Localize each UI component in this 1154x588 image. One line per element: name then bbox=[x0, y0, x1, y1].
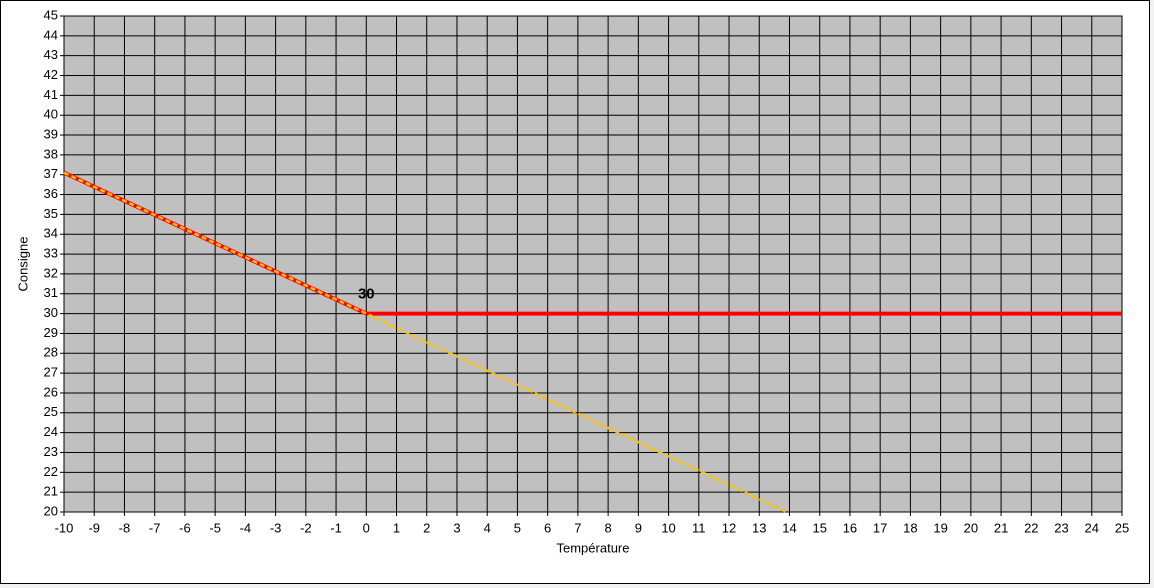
y-tick-label: 37 bbox=[44, 166, 58, 181]
data-label: 30 bbox=[358, 286, 375, 303]
y-tick-label: 20 bbox=[44, 503, 58, 518]
x-tick-label: -8 bbox=[119, 520, 131, 535]
plot-area bbox=[63, 15, 1123, 513]
x-tick-label: -3 bbox=[270, 520, 282, 535]
y-tick-label: 24 bbox=[44, 424, 58, 439]
x-tick-label: -6 bbox=[179, 520, 191, 535]
y-tick-label: 45 bbox=[44, 7, 58, 22]
x-tick-label: 11 bbox=[692, 520, 706, 535]
y-tick-label: 42 bbox=[44, 67, 58, 82]
x-tick-label: 0 bbox=[363, 520, 370, 535]
y-tick-label: 25 bbox=[44, 404, 58, 419]
y-tick-label: 34 bbox=[44, 226, 58, 241]
x-tick-label: 24 bbox=[1085, 520, 1099, 535]
x-tick-label: -7 bbox=[149, 520, 161, 535]
x-tick-label: -1 bbox=[330, 520, 342, 535]
x-tick-label: -9 bbox=[88, 520, 100, 535]
sheet-edge bbox=[0, 584, 1154, 588]
x-tick-label: 21 bbox=[994, 520, 1008, 535]
y-tick-label: 43 bbox=[44, 47, 58, 62]
x-tick-label: 4 bbox=[484, 520, 491, 535]
y-tick-label: 29 bbox=[44, 325, 58, 340]
x-tick-label: 15 bbox=[812, 520, 826, 535]
y-tick-label: 41 bbox=[44, 87, 58, 102]
x-tick-label: 2 bbox=[423, 520, 430, 535]
y-tick-label: 39 bbox=[44, 126, 58, 141]
y-tick-label: 22 bbox=[44, 464, 58, 479]
x-tick-label: 9 bbox=[635, 520, 642, 535]
y-tick-label: 28 bbox=[44, 345, 58, 360]
x-tick-label: 1 bbox=[393, 520, 400, 535]
x-tick-label: -10 bbox=[55, 520, 74, 535]
sheet-edge bbox=[1150, 0, 1154, 588]
data-line bbox=[63, 170, 1122, 316]
x-tick-label: -4 bbox=[240, 520, 252, 535]
x-tick-label: 25 bbox=[1115, 520, 1129, 535]
x-tick-label: 17 bbox=[873, 520, 887, 535]
x-tick-label: 12 bbox=[722, 520, 736, 535]
x-tick-label: 14 bbox=[782, 520, 796, 535]
x-tick-label: 6 bbox=[544, 520, 551, 535]
x-tick-label: 18 bbox=[903, 520, 917, 535]
y-tick-label: 35 bbox=[44, 206, 58, 221]
y-tick-label: 40 bbox=[44, 107, 58, 122]
x-tick-label: 10 bbox=[661, 520, 675, 535]
y-axis-title: Consigne bbox=[15, 237, 30, 292]
y-tick-label: 33 bbox=[44, 246, 58, 261]
x-tick-label: -5 bbox=[209, 520, 221, 535]
y-tick-label: 26 bbox=[44, 384, 58, 399]
y-tick-label: 27 bbox=[44, 365, 58, 380]
y-tick-label: 23 bbox=[44, 444, 58, 459]
x-tick-label: 13 bbox=[752, 520, 766, 535]
x-tick-label: 5 bbox=[514, 520, 521, 535]
x-tick-label: 7 bbox=[574, 520, 581, 535]
y-tick-label: 30 bbox=[44, 305, 58, 320]
x-tick-label: 16 bbox=[843, 520, 857, 535]
y-tick-label: 38 bbox=[44, 146, 58, 161]
x-tick-label: 20 bbox=[964, 520, 978, 535]
x-tick-label: 8 bbox=[604, 520, 611, 535]
data-line bbox=[63, 171, 787, 514]
y-tick-label: 21 bbox=[44, 484, 58, 499]
y-tick-label: 44 bbox=[44, 27, 58, 42]
y-tick-label: 31 bbox=[44, 285, 58, 300]
y-tick-label: 36 bbox=[44, 186, 58, 201]
x-tick-label: -2 bbox=[300, 520, 312, 535]
x-tick-label: 3 bbox=[453, 520, 460, 535]
x-tick-label: 19 bbox=[933, 520, 947, 535]
x-tick-label: 22 bbox=[1024, 520, 1038, 535]
x-axis-title: Température bbox=[557, 540, 630, 555]
x-tick-label: 23 bbox=[1054, 520, 1068, 535]
y-tick-label: 32 bbox=[44, 265, 58, 280]
